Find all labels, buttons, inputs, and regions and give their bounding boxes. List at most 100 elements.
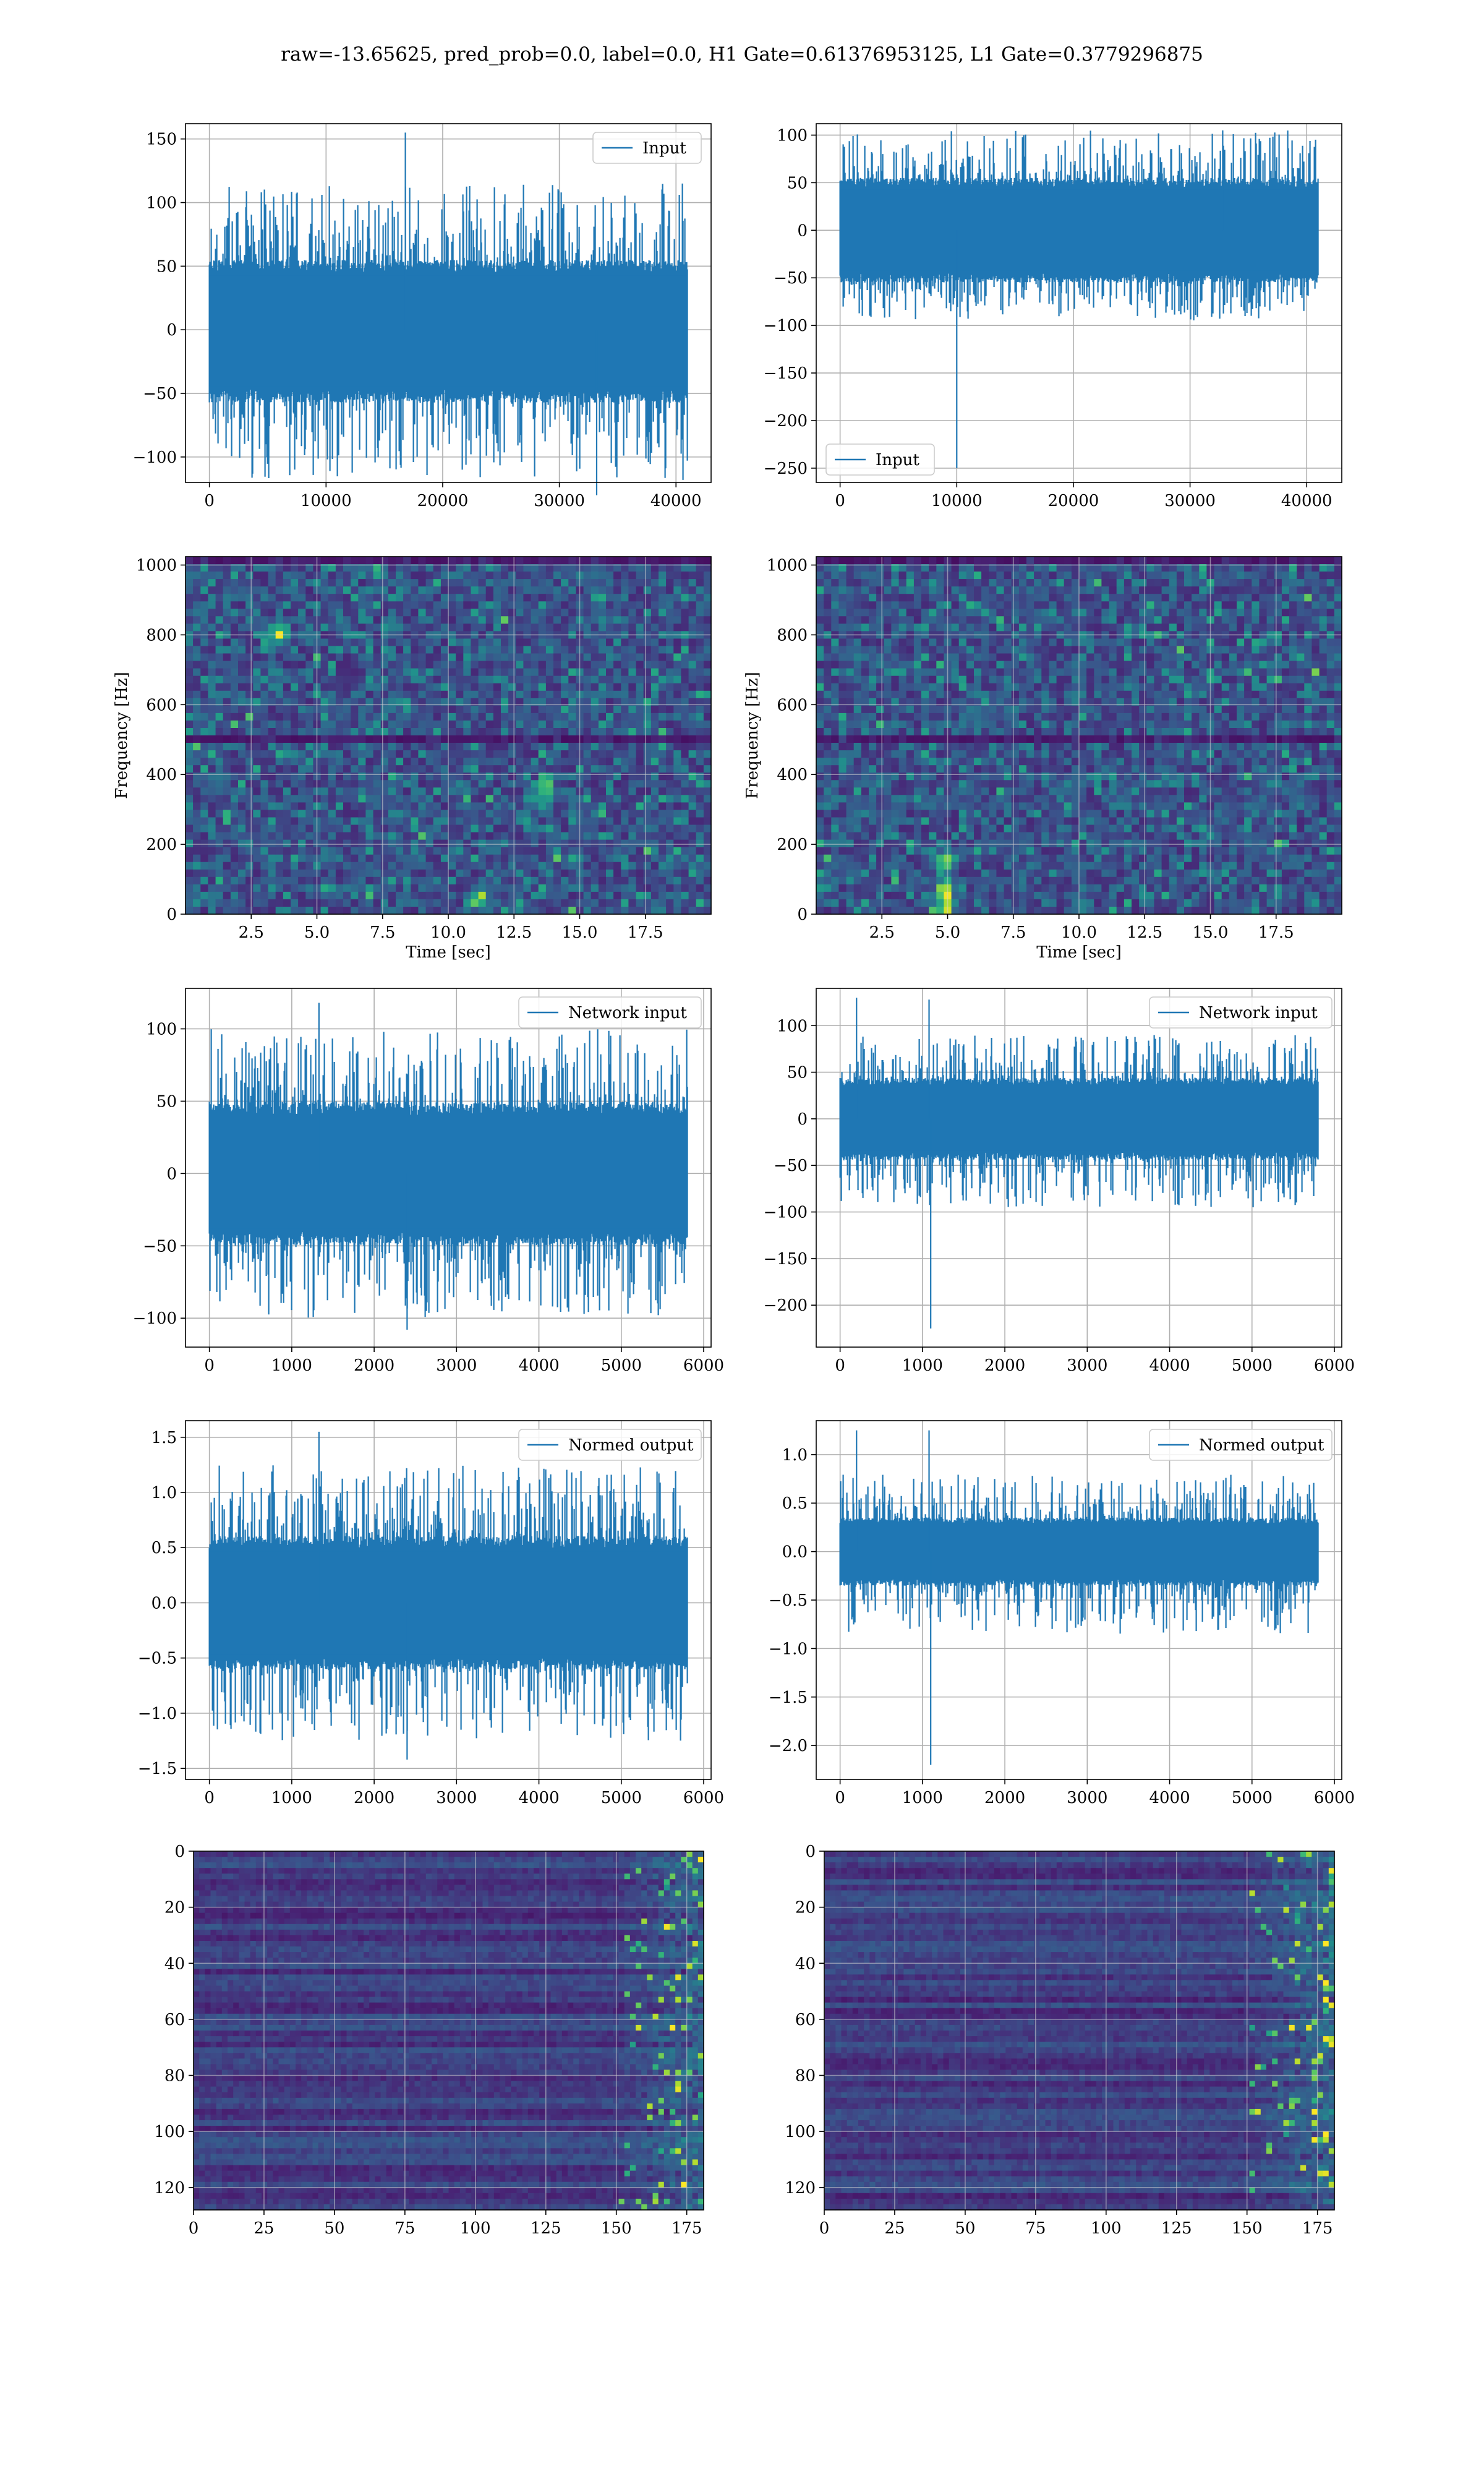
- heatmap-cell: [388, 571, 396, 580]
- heatmap-cell: [861, 780, 869, 788]
- heatmap-cell: [703, 735, 712, 743]
- y-tick-label: −100: [133, 448, 177, 467]
- heatmap-cell: [320, 795, 329, 803]
- heatmap-cell: [1041, 780, 1049, 788]
- heatmap-cell: [951, 571, 960, 580]
- heatmap-cell: [951, 638, 960, 647]
- heatmap-cell: [628, 899, 637, 907]
- heatmap-cell: [358, 824, 366, 833]
- heatmap-cell: [869, 839, 877, 848]
- heatmap-cell: [411, 750, 419, 758]
- heatmap-cell: [538, 601, 547, 609]
- heatmap-cell: [666, 891, 674, 900]
- heatmap-cell: [936, 564, 944, 572]
- heatmap-cell: [568, 884, 576, 892]
- heatmap-cell: [388, 661, 396, 669]
- heatmap-cell: [936, 557, 944, 565]
- heatmap-cell: [989, 780, 997, 788]
- heatmap-cell: [215, 869, 224, 878]
- heatmap-cell: [696, 638, 704, 647]
- heatmap-cell: [921, 780, 929, 788]
- heatmap-cell: [298, 773, 306, 781]
- heatmap-cell: [838, 713, 847, 721]
- heatmap-cell: [418, 773, 427, 781]
- heatmap-cell: [298, 787, 306, 795]
- heatmap-cell: [996, 854, 1005, 863]
- heatmap-cell: [1026, 601, 1034, 609]
- heatmap-cell: [989, 847, 997, 855]
- heatmap-cell: [846, 675, 855, 684]
- heatmap-cell: [673, 638, 681, 647]
- heatmap-cell: [628, 586, 637, 594]
- heatmap-cell: [913, 743, 922, 751]
- heatmap-cell: [989, 646, 997, 654]
- heatmap-cell: [936, 817, 944, 826]
- heatmap-cell: [186, 713, 194, 721]
- heatmap-cell: [471, 638, 479, 647]
- heatmap-cell: [606, 616, 614, 624]
- heatmap-cell: [666, 780, 674, 788]
- heatmap-cell: [471, 862, 479, 870]
- heatmap-cell: [425, 862, 434, 870]
- heatmap-cell: [628, 758, 637, 766]
- heatmap-cell: [628, 765, 637, 773]
- heatmap-cell: [636, 586, 644, 594]
- heatmap-cell: [238, 557, 246, 565]
- heatmap-cell: [343, 661, 351, 669]
- heatmap-cell: [636, 891, 644, 900]
- heatmap-cell: [884, 773, 892, 781]
- heatmap-cell: [1041, 802, 1049, 810]
- heatmap-cell: [981, 907, 989, 915]
- heatmap-cell: [853, 862, 862, 870]
- heatmap-cell: [275, 832, 284, 841]
- heatmap-cell: [996, 609, 1005, 617]
- heatmap-cell: [531, 638, 539, 647]
- heatmap-cell: [929, 564, 937, 572]
- heatmap-cell: [598, 564, 607, 572]
- heatmap-cell: [681, 810, 689, 818]
- heatmap-cell: [958, 579, 967, 587]
- heatmap-cell: [583, 899, 592, 907]
- heatmap-cell: [846, 802, 855, 810]
- heatmap-cells: [816, 557, 1342, 915]
- heatmap-cell: [591, 862, 599, 870]
- heatmap-cell: [411, 705, 419, 714]
- heatmap-cell: [538, 690, 547, 699]
- heatmap-cell: [245, 765, 254, 773]
- heatmap-cell: [275, 847, 284, 855]
- heatmap-cell: [598, 802, 607, 810]
- y-tick-label: 0: [166, 321, 177, 340]
- heatmap-cell: [591, 802, 599, 810]
- heatmap-cell: [365, 586, 374, 594]
- heatmap-cell: [440, 891, 449, 900]
- heatmap-cell: [816, 847, 824, 855]
- heatmap-cell: [628, 557, 637, 565]
- heatmap-cell: [891, 824, 900, 833]
- heatmap-cell: [433, 750, 441, 758]
- heatmap-cell: [606, 653, 614, 662]
- heatmap-cell: [1034, 765, 1042, 773]
- heatmap-cell: [471, 735, 479, 743]
- heatmap-cell: [268, 571, 276, 580]
- heatmap-cell: [1018, 579, 1027, 587]
- heatmap-cell: [613, 899, 621, 907]
- heatmap-cell: [358, 735, 366, 743]
- heatmap-cell: [606, 787, 614, 795]
- heatmap-cell: [200, 787, 208, 795]
- heatmap-cell: [606, 854, 614, 863]
- y-tick-label: 200: [146, 836, 177, 854]
- heatmap-cell: [358, 713, 366, 721]
- heatmap-cell: [936, 899, 944, 907]
- heatmap-cell: [1011, 586, 1020, 594]
- heatmap-cell: [351, 601, 359, 609]
- heatmap-cell: [186, 854, 194, 863]
- heatmap-cell: [545, 594, 554, 602]
- heatmap-cell: [478, 884, 487, 892]
- heatmap-cell: [305, 601, 313, 609]
- heatmap-cell: [861, 869, 869, 878]
- heatmap-cell: [328, 839, 336, 848]
- heatmap-cell: [681, 795, 689, 803]
- heatmap-cell: [1034, 847, 1042, 855]
- heatmap-cell: [561, 675, 569, 684]
- heatmap-cell: [425, 780, 434, 788]
